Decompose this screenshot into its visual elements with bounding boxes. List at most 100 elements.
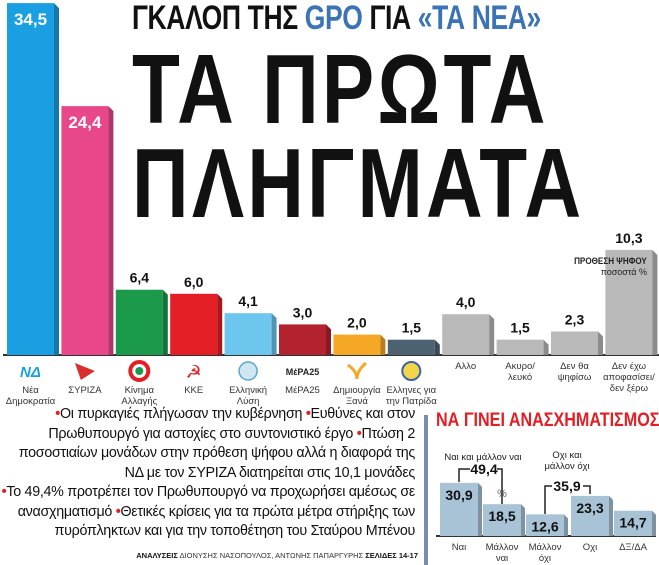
kicker: ΓΚΑΛΟΠ ΤΗΣ GPO ΓΙΑ «ΤΑ ΝΕΑ» — [132, 0, 541, 37]
dimiourgia-xana-logo-icon — [347, 361, 367, 380]
category-label: δεν ξέρω — [610, 383, 649, 394]
data-label: 4,1 — [238, 293, 258, 309]
category-label: Ελληνική — [229, 385, 267, 396]
bar-side — [434, 339, 440, 355]
kicker-brand: GPO — [304, 0, 363, 37]
nd-logo-icon: ΝΔ — [20, 364, 41, 381]
data-label: 6,4 — [130, 270, 150, 286]
bullet-icon: • — [1, 484, 7, 500]
summary-item: Θετικές κρίσεις για τα πρώτα μέτρα στήρι… — [54, 503, 416, 540]
elliniki-lysi-logo-icon — [238, 361, 258, 381]
group-total: 35,9 — [553, 478, 580, 494]
data-label: 10,3 — [615, 230, 642, 246]
bar — [551, 331, 598, 355]
reshuffle-title: ΝΑ ΓΙΝΕΙ ΑΝΑΣΧΗΜΑΤΙΣΜΟΣ; — [436, 410, 659, 431]
bullet-icon: • — [356, 425, 362, 442]
bar — [571, 495, 609, 536]
bar — [61, 106, 109, 356]
category-label: Ακυρο/ — [505, 361, 535, 372]
bar-side — [217, 293, 223, 355]
flame-shape — [347, 361, 367, 380]
category-label: Ελληνες για — [386, 385, 436, 396]
bar — [115, 289, 163, 355]
bar — [170, 293, 218, 355]
data-label: 1,5 — [402, 320, 422, 336]
chart-title: ΠΡΟΘΕΣΗ ΨΗΦΟΥ ποσοστά % — [566, 256, 647, 278]
bar — [387, 339, 435, 355]
bar-side — [271, 313, 277, 355]
logo-circle — [401, 361, 422, 381]
bar-side — [609, 495, 613, 536]
category-label: λευκό — [508, 372, 532, 383]
data-label: 2,0 — [347, 315, 367, 331]
category-label: Δεν έχω — [612, 361, 647, 372]
section-divider — [424, 415, 428, 565]
bar — [526, 514, 564, 536]
syriza-shape — [74, 363, 95, 380]
bar — [224, 313, 272, 355]
data-label: 23,3 — [576, 500, 603, 516]
chart-title-text: ΠΡΟΘΕΣΗ ΨΗΦΟΥ — [574, 256, 647, 266]
summary-item: Ευθύνες και στον Πρωθυπουργό για αστοχίε… — [48, 406, 415, 442]
category-label: Ξανά — [346, 396, 368, 407]
category-label: ναι — [496, 553, 508, 564]
bar-side — [652, 249, 658, 355]
data-label: 2,3 — [565, 312, 585, 328]
bar-side — [598, 331, 603, 355]
bullet-icon: • — [115, 503, 121, 520]
data-label: 6,0 — [184, 274, 204, 290]
category-label: ΣΥΡΙΖΑ — [68, 385, 102, 396]
bar-side — [162, 289, 168, 355]
category-label: ψηφίσω — [558, 372, 592, 383]
bar-side — [543, 339, 549, 355]
hammer-sickle-glyph: ☭ — [186, 362, 202, 382]
kicker-text: ΓΚΑΛΟΠ ΤΗΣ — [132, 0, 305, 37]
mera25-logo-text: ΜέΡΑ25 — [286, 367, 319, 377]
bullet-icon: • — [305, 406, 311, 422]
bar-side — [521, 504, 525, 536]
category-label: Λύση — [237, 396, 260, 407]
category-label: ΔΞ/ΔΑ — [619, 542, 648, 553]
bar-side — [380, 334, 386, 355]
category-label: Μάλλον — [529, 542, 562, 553]
headline-line1: ΤΑ ΠΡΩΤΑ — [132, 34, 549, 144]
summary-item: Πτώση 2 ποσοστιαίων μονάδων στην πρόθεση… — [18, 425, 416, 481]
category-label: Αλλο — [455, 361, 476, 372]
syriza-logo-icon — [74, 363, 95, 380]
data-label: 12,6 — [531, 518, 558, 534]
logo-circle — [238, 361, 258, 381]
group-label: μάλλον όχι — [544, 461, 589, 472]
credits-names: ΔΙΟΝΥΣΗΣ ΝΑΣΟΠΟΥΛΟΣ, ΑΝΤΩΝΗΣ ΠΑΠΑΡΓΥΡΗΣ — [177, 551, 366, 560]
category-label: Ναι — [452, 542, 466, 553]
category-label: αποφασίσει/ — [603, 372, 655, 383]
credits-pages: ΣΕΛΙΔΕΣ 14-17 — [365, 551, 418, 560]
credits-label: ΑΝΑΛΥΣΕΙΣ — [136, 551, 178, 560]
category-label: Κίνημα — [125, 385, 155, 396]
category-label: Δεν θα — [560, 361, 589, 372]
data-label: 30,9 — [445, 487, 472, 503]
data-label: 18,5 — [488, 508, 515, 524]
bar-side — [478, 482, 482, 536]
kinal-logo-icon — [128, 360, 151, 382]
group-bracket — [458, 468, 503, 504]
bar-side — [108, 106, 114, 356]
bar — [605, 249, 653, 355]
kke-hammer-sickle-icon: ☭ — [186, 362, 202, 382]
bar — [333, 334, 381, 355]
bar-side — [54, 3, 59, 355]
data-label: 3,0 — [293, 304, 313, 320]
group-label: Οχι και — [552, 450, 581, 461]
bar-side — [326, 324, 331, 355]
bar — [7, 3, 54, 355]
bullet-icon: • — [55, 406, 60, 422]
kicker-text: ΓΙΑ — [362, 0, 418, 37]
reshuffle-chart: 30,9Ναι18,5Μάλλονναι12,6Μάλλονόχι23,3Οχι… — [436, 450, 656, 564]
data-label: 4,0 — [456, 294, 476, 310]
category-label: ΜέΡΑ25 — [285, 385, 320, 396]
bar — [442, 314, 490, 355]
category-label: ΚΚΕ — [184, 385, 203, 396]
category-label: την Πατρίδα — [386, 396, 437, 407]
vote-intention-chart: 34,5ΝΔΝέαΔημοκρατία24,4ΣΥΡΙΖΑ6,4ΚίνημαΑλ… — [3, 3, 659, 407]
headline-line2: ΠΛΗΓΜΑΤΑ — [132, 128, 585, 238]
group-total: 49,4 — [470, 461, 497, 477]
